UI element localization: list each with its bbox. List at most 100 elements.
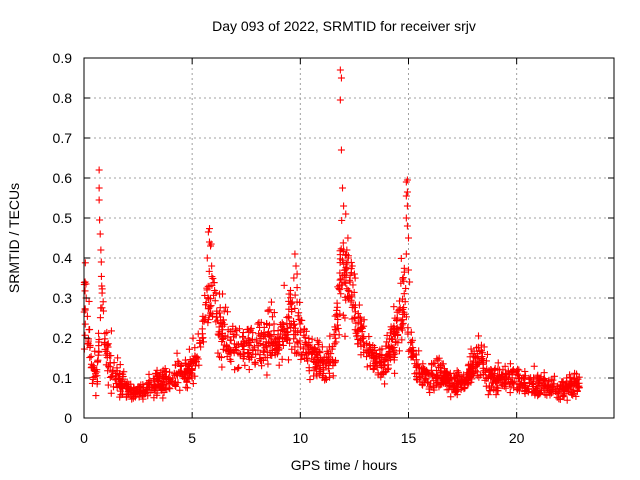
data-point bbox=[94, 356, 102, 364]
data-point bbox=[216, 313, 224, 321]
data-point bbox=[183, 378, 191, 386]
data-point bbox=[400, 268, 408, 276]
data-point bbox=[208, 262, 216, 270]
data-point bbox=[325, 353, 333, 361]
data-point bbox=[530, 377, 538, 385]
data-point bbox=[294, 339, 302, 347]
data-point bbox=[438, 375, 446, 383]
data-point bbox=[136, 384, 144, 392]
data-point bbox=[569, 389, 577, 397]
data-point bbox=[575, 373, 583, 381]
data-point bbox=[223, 341, 231, 349]
data-point bbox=[196, 336, 204, 344]
data-point bbox=[202, 299, 210, 307]
data-point bbox=[514, 370, 522, 378]
data-point bbox=[278, 326, 286, 334]
data-point bbox=[521, 367, 529, 375]
data-point bbox=[264, 306, 272, 314]
data-point bbox=[239, 333, 247, 341]
data-point bbox=[107, 389, 115, 397]
data-point bbox=[105, 362, 113, 370]
data-point bbox=[93, 372, 101, 380]
data-point bbox=[285, 356, 293, 364]
data-point bbox=[354, 319, 362, 327]
data-point bbox=[397, 254, 405, 262]
data-point bbox=[424, 370, 432, 378]
data-point bbox=[173, 370, 181, 378]
data-point bbox=[391, 350, 399, 358]
data-point bbox=[390, 330, 398, 338]
data-point bbox=[331, 323, 339, 331]
data-point bbox=[241, 361, 249, 369]
data-point bbox=[217, 354, 225, 362]
data-point bbox=[302, 348, 310, 356]
data-point bbox=[381, 380, 389, 388]
data-point bbox=[235, 363, 243, 371]
data-point bbox=[206, 311, 214, 319]
data-point bbox=[208, 281, 216, 289]
data-point bbox=[184, 369, 192, 377]
data-point bbox=[348, 291, 356, 299]
data-point bbox=[281, 331, 289, 339]
data-point bbox=[198, 325, 206, 333]
data-point bbox=[431, 359, 439, 367]
data-point bbox=[570, 375, 578, 383]
data-point bbox=[285, 297, 293, 305]
data-point bbox=[181, 356, 189, 364]
data-point bbox=[312, 351, 320, 359]
data-point bbox=[351, 274, 359, 282]
data-point bbox=[207, 302, 215, 310]
data-point bbox=[96, 216, 104, 224]
data-point bbox=[404, 266, 412, 274]
data-point bbox=[554, 390, 562, 398]
data-point bbox=[338, 216, 346, 224]
data-point bbox=[292, 349, 300, 357]
data-point bbox=[266, 342, 274, 350]
data-point bbox=[341, 293, 349, 301]
chart-title: Day 093 of 2022, SRMTID for receiver srj… bbox=[212, 18, 476, 34]
data-point bbox=[270, 320, 278, 328]
data-point bbox=[310, 372, 318, 380]
data-point bbox=[433, 379, 441, 387]
data-point bbox=[344, 252, 352, 260]
data-point bbox=[246, 353, 254, 361]
data-point bbox=[350, 303, 358, 311]
data-point bbox=[403, 188, 411, 196]
data-point bbox=[321, 376, 329, 384]
data-point bbox=[403, 202, 411, 210]
data-point bbox=[288, 298, 296, 306]
data-point bbox=[496, 373, 504, 381]
x-axis-title: GPS time / hours bbox=[291, 457, 398, 473]
data-point bbox=[350, 270, 358, 278]
data-point bbox=[454, 368, 462, 376]
data-point bbox=[268, 313, 276, 321]
data-point bbox=[203, 284, 211, 292]
data-point bbox=[386, 348, 394, 356]
data-point bbox=[103, 328, 111, 336]
data-point bbox=[161, 368, 169, 376]
data-point bbox=[293, 270, 301, 278]
data-point bbox=[475, 358, 483, 366]
data-point bbox=[358, 328, 366, 336]
data-point bbox=[400, 290, 408, 298]
data-point bbox=[201, 291, 209, 299]
data-point bbox=[535, 380, 543, 388]
data-point bbox=[486, 387, 494, 395]
data-point bbox=[285, 290, 293, 298]
data-point bbox=[573, 387, 581, 395]
data-point bbox=[101, 338, 109, 346]
data-point bbox=[217, 320, 225, 328]
data-point bbox=[401, 310, 409, 318]
data-point bbox=[232, 346, 240, 354]
data-point bbox=[231, 366, 239, 374]
data-point bbox=[563, 374, 571, 382]
data-point bbox=[516, 374, 524, 382]
data-point bbox=[168, 378, 176, 386]
data-point bbox=[402, 250, 410, 258]
data-point bbox=[144, 383, 152, 391]
data-point bbox=[350, 314, 358, 322]
data-point bbox=[158, 383, 166, 391]
data-point bbox=[271, 339, 279, 347]
data-point bbox=[293, 284, 301, 292]
